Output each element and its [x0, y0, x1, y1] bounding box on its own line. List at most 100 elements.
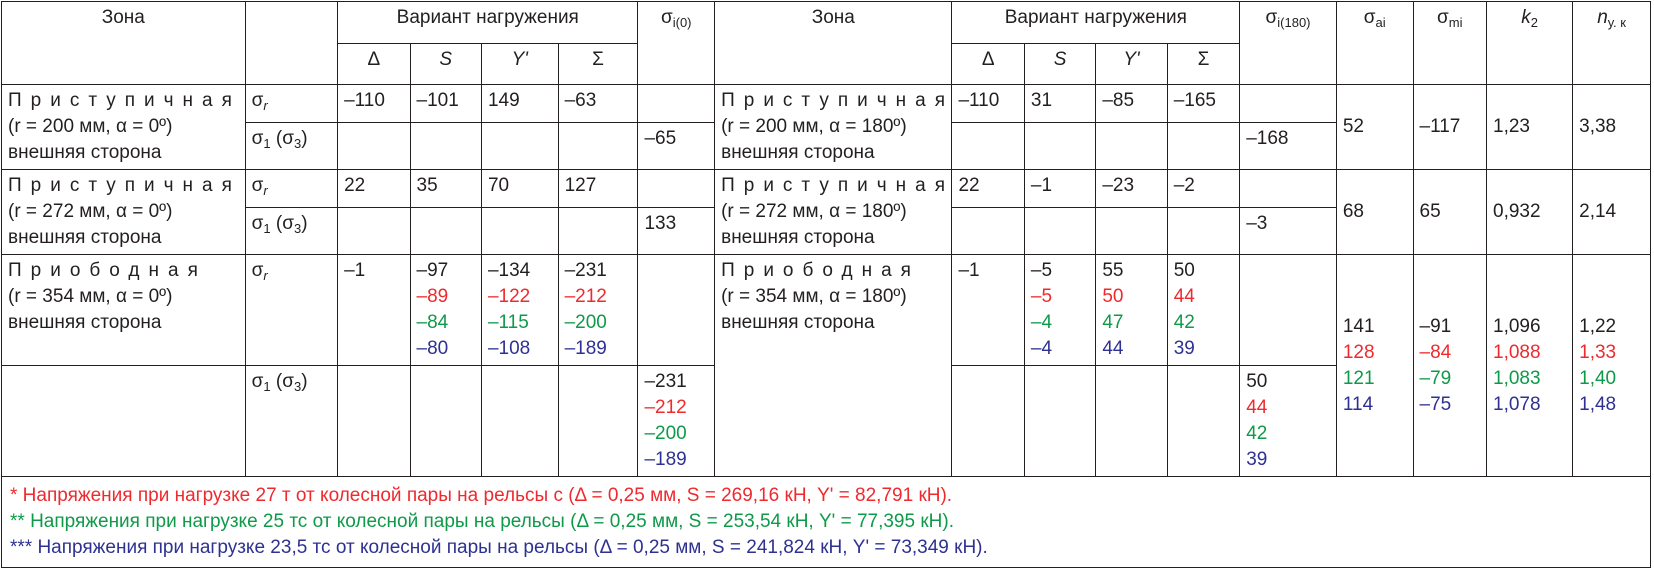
cell-empty — [1095, 122, 1168, 170]
cell-value: 22 — [951, 169, 1025, 208]
zone3-n-uk: 1,22 1,33 1,40 1,48 — [1572, 254, 1651, 477]
cell-value: –1 — [1023, 169, 1097, 208]
value-base: –5 — [1030, 260, 1053, 281]
cell-empty — [1023, 122, 1097, 170]
cell-value: –110 — [951, 84, 1025, 123]
cell-stack: –231 –212 –200 –189 — [557, 254, 639, 366]
cell-empty — [1239, 84, 1337, 123]
value-blue: –108 — [487, 338, 531, 359]
zone2-k2: 0,932 — [1486, 169, 1574, 255]
value-blue: 114 — [1342, 393, 1374, 415]
value-base: –231 — [564, 260, 607, 281]
zone2-sr-row: Приступичная (r = 272 мм, α = 0º) внешня… — [1, 169, 1651, 255]
cell-empty — [951, 122, 1025, 170]
zone3-sigma-mi: –91 –84 –79 –75 — [1412, 254, 1488, 477]
value-red: 44 — [1173, 286, 1195, 307]
cell-empty — [637, 254, 716, 366]
cell-empty — [409, 365, 482, 477]
value-blue: –4 — [1030, 338, 1053, 359]
zone1-n-uk: 3,38 — [1572, 84, 1651, 170]
cell-empty — [1166, 207, 1241, 255]
value-green: –79 — [1419, 367, 1452, 389]
zone2-sigma-i0: 133 — [637, 207, 716, 255]
zone3-sr-row: Приободная (r = 354 мм, α = 0º) внешняя … — [1, 254, 1651, 477]
cell-empty — [480, 207, 559, 255]
zone2-sigma-mi: 65 — [1412, 169, 1488, 255]
value-green: 1,40 — [1579, 367, 1617, 389]
value-base: –231 — [644, 371, 687, 392]
cell-stack: –134 –122 –115 –108 — [480, 254, 559, 366]
cell-empty — [1239, 169, 1337, 208]
cell-empty — [557, 122, 639, 170]
zone3-s1-row: σ1 (σ3) –231 –212 –200 –189 50 44 42 39 — [1, 365, 1651, 477]
cell-empty — [1166, 365, 1241, 477]
cell-empty — [1, 365, 246, 477]
cell-value: –1 — [951, 254, 1025, 366]
cell-empty — [409, 207, 482, 255]
header-s: S — [409, 42, 482, 85]
value-blue: –80 — [416, 338, 449, 359]
header-n-uk: nу. к — [1572, 1, 1651, 85]
zone2-right-label: Приступичная (r = 272 мм, α = 180º) внеш… — [714, 169, 953, 255]
value-base: –134 — [487, 260, 531, 281]
value-blue: 39 — [1246, 449, 1268, 470]
value-blue: –75 — [1419, 393, 1452, 415]
value-green: 121 — [1342, 367, 1375, 389]
value-green: –84 — [416, 312, 449, 333]
value-base: –97 — [416, 260, 449, 281]
cell-empty — [1023, 207, 1097, 255]
zone2-s1-row: σ1 (σ3) 133 –3 — [2, 207, 1651, 255]
cell-value: 127 — [557, 169, 639, 208]
zone1-sigma-mi: –117 — [1412, 84, 1488, 170]
value-red: 128 — [1342, 341, 1375, 363]
header-sum-2: Σ — [1166, 42, 1241, 85]
cell-value: 70 — [480, 169, 559, 208]
zone1-k2: 1,23 — [1486, 84, 1574, 170]
zone2-sigma-i180: –3 — [1239, 207, 1337, 255]
zone3-sigma-ai: 141 128 121 114 — [1335, 254, 1414, 477]
value-base: –91 — [1419, 315, 1452, 337]
cell-empty — [480, 365, 559, 477]
value-base: 50 — [1246, 371, 1268, 392]
value-red: 1,33 — [1579, 341, 1617, 363]
sigma-1-label: σ1 (σ3) — [244, 122, 339, 170]
value-green: –115 — [487, 312, 529, 333]
value-red: 1,088 — [1493, 341, 1541, 363]
header-delta: Δ — [337, 42, 411, 85]
zone3-k2: 1,096 1,088 1,083 1,078 — [1486, 254, 1574, 477]
zone2-n-uk: 2,14 — [1572, 169, 1651, 255]
header-row-2: Δ S Y' Σ Δ S Y' Σ — [2, 42, 1651, 85]
value-base: 1,22 — [1579, 315, 1617, 337]
value-blue: 39 — [1173, 338, 1195, 359]
footnote-3: *** Напряжения при нагрузке 23,5 тс от к… — [10, 537, 988, 558]
header-param — [244, 1, 339, 85]
value-base: 50 — [1173, 260, 1195, 281]
zone1-sigma-ai: 52 — [1335, 84, 1414, 170]
value-green: –200 — [644, 423, 687, 444]
zone1-sigma-i0: –65 — [637, 122, 716, 170]
cell-empty — [480, 122, 559, 170]
header-s-2: S — [1023, 42, 1097, 85]
cell-empty — [337, 365, 411, 477]
zone1-sigma-i180: –168 — [1239, 122, 1337, 170]
zone1-left-label: Приступичная (r = 200 мм, α = 0º) внешня… — [1, 84, 246, 170]
cell-value: –63 — [557, 84, 639, 123]
cell-empty — [1095, 207, 1168, 255]
header-delta-2: Δ — [951, 42, 1025, 85]
header-zone-2: Зона — [714, 1, 953, 85]
cell-value: –110 — [337, 84, 411, 123]
footnotes: * Напряжения при нагрузке 27 т от колесн… — [1, 476, 1651, 568]
header-y-2: Y' — [1095, 42, 1168, 85]
zone2-sigma-ai: 68 — [1335, 169, 1414, 255]
value-blue: 1,48 — [1579, 393, 1617, 415]
cell-value: –2 — [1166, 169, 1241, 208]
value-green: 42 — [1246, 423, 1268, 444]
header-sigma-i0: σi(0) — [637, 1, 716, 85]
value-base: 141 — [1342, 315, 1375, 337]
cell-value: –165 — [1166, 84, 1241, 123]
cell-empty — [557, 207, 639, 255]
cell-empty — [1095, 365, 1168, 477]
stress-table: Зона Вариант нагружения σi(0) Зона Вариа… — [1, 1, 1651, 568]
cell-value: 149 — [480, 84, 559, 123]
zone3-sigma-i180: 50 44 42 39 — [1239, 365, 1337, 477]
